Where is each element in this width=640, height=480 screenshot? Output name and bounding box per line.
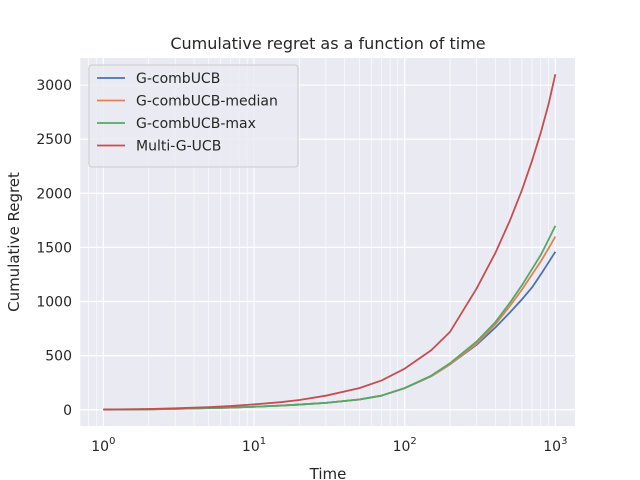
- series-line-g-combucb-max: [103, 225, 557, 411]
- y-tick-label: 1000: [36, 295, 72, 311]
- chart-title: Cumulative regret as a function of time: [170, 34, 485, 53]
- series-line-multi-g-ucb: [103, 74, 557, 411]
- y-tick-label: 500: [45, 349, 72, 365]
- x-tick-label: 102: [393, 436, 417, 455]
- x-tick-labels: 100 101 102 103: [91, 436, 567, 455]
- legend-label: Multi-G-UCB: [136, 139, 221, 155]
- y-axis-label: Cumulative Regret: [5, 172, 23, 312]
- legend: G-combUCB G-combUCB-median G-combUCB-max Mu…: [88, 64, 299, 168]
- y-tick-label: 2000: [36, 186, 72, 202]
- x-tick-label: 100: [91, 436, 115, 455]
- legend-label: G-combUCB-max: [136, 116, 256, 132]
- y-tick-label: 3000: [36, 78, 72, 94]
- legend-box: [88, 64, 299, 168]
- y-tick-labels: 0 500 1000 1500 2000 2500 3000: [36, 78, 72, 419]
- y-tick-label: 2500: [36, 132, 72, 148]
- series-lines: [103, 74, 557, 411]
- x-tick-label: 101: [242, 436, 266, 455]
- y-tick-label: 0: [63, 403, 72, 419]
- x-axis-label: Time: [309, 465, 347, 480]
- legend-label: G-combUCB-median: [136, 94, 278, 110]
- y-tick-label: 1500: [36, 240, 72, 256]
- legend-label: G-combUCB: [136, 71, 220, 87]
- x-tick-label: 103: [543, 436, 567, 455]
